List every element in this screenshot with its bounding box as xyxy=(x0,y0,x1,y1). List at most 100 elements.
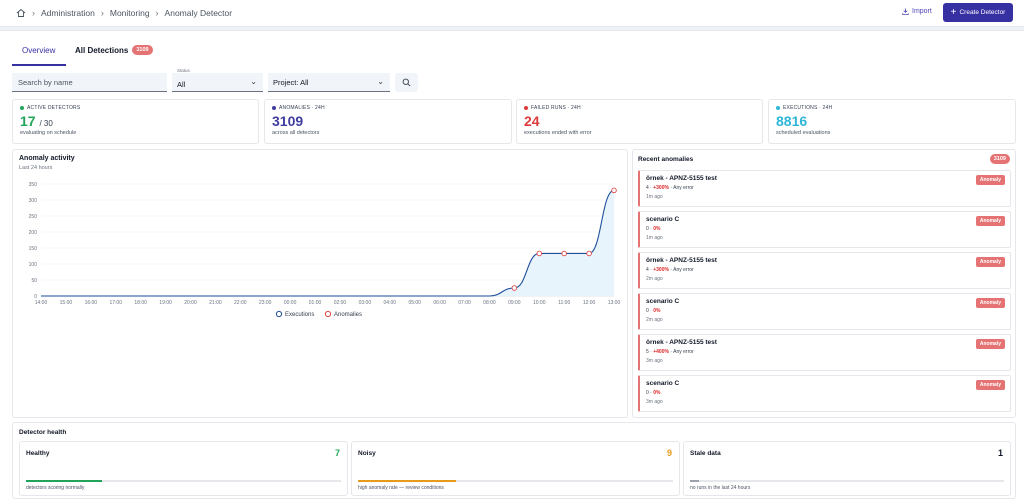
y-tick-label: 150 xyxy=(29,246,38,252)
anomaly-tag: Anomaly xyxy=(975,257,1005,267)
detector-health-title: Detector health xyxy=(19,429,67,436)
x-tick-label: 02:00 xyxy=(334,300,347,306)
health-card-sub: no runs in the last 24 hours xyxy=(690,485,751,491)
health-progress-track xyxy=(690,480,1004,482)
list-item[interactable]: örnek - APNZ-5155 test 4 · +300% · Any e… xyxy=(638,170,1011,207)
x-tick-label: 22:00 xyxy=(234,300,247,306)
health-progress-track xyxy=(358,480,673,482)
health-card-noisy[interactable]: Noisy 9 high anomaly rate — review condi… xyxy=(351,441,680,496)
anomaly-title: örnek - APNZ-5155 test xyxy=(646,175,717,182)
chevron-right-icon: › xyxy=(155,8,159,18)
x-tick-label: 21:00 xyxy=(209,300,222,306)
health-card-name: Healthy xyxy=(26,450,50,457)
stat-sub: scheduled evaluations xyxy=(776,130,831,136)
anomaly-rest: · Any error xyxy=(670,349,694,355)
x-tick-label: 23:00 xyxy=(259,300,272,306)
status-dot xyxy=(20,106,24,110)
tab-all-detections-label: All Detections xyxy=(75,45,129,55)
active-tab-indicator xyxy=(12,64,66,66)
search-input[interactable]: Search by name xyxy=(12,73,167,92)
create-detector-label: Create Detector xyxy=(959,9,1006,16)
anomaly-tag: Anomaly xyxy=(975,339,1005,349)
series-line-executions xyxy=(41,189,615,297)
status-dot xyxy=(776,106,780,110)
stat-label-wrap: ANOMALIES · 24H xyxy=(272,105,504,111)
health-progress-fill xyxy=(358,480,456,482)
y-tick-label: 300 xyxy=(29,198,38,204)
x-tick-label: 16:00 xyxy=(85,300,98,306)
stat-label: EXECUTIONS · 24H xyxy=(783,105,833,111)
x-tick-label: 00:00 xyxy=(284,300,297,306)
list-item[interactable]: scenario C 0 · 0% 2m ago Anomaly xyxy=(638,293,1011,330)
anomaly-pct: +400% xyxy=(653,349,669,355)
y-tick-label: 250 xyxy=(29,214,38,220)
chevron-down-icon: ⌄ xyxy=(377,77,384,86)
health-card-value: 1 xyxy=(997,448,1003,458)
anomaly-pct: +300% xyxy=(653,185,669,191)
anomaly-point xyxy=(586,250,592,257)
anomaly-rest: · Any error xyxy=(670,185,694,191)
x-tick-label: 19:00 xyxy=(159,300,172,306)
anomaly-title: scenario C xyxy=(646,380,680,387)
status-filter-label: Status xyxy=(177,68,190,73)
list-item[interactable]: örnek - APNZ-5155 test 4 · +300% · Any e… xyxy=(638,252,1011,289)
tab-overview[interactable]: Overview xyxy=(22,46,56,55)
project-select[interactable]: Project: All ⌄ xyxy=(268,73,390,92)
x-tick-label: 17:00 xyxy=(109,300,122,306)
anomaly-activity-chart[interactable]: 0 50 100 150 200 250 300 350 14:00 15:00 16:00 17:0… xyxy=(13,150,629,419)
stat-sub: executions ended with error xyxy=(524,130,592,136)
x-tick-label: 14:00 xyxy=(35,300,48,306)
list-item[interactable]: scenario C 0 · 0% 3m ago Anomaly xyxy=(638,375,1011,412)
x-tick-label: 13:00 xyxy=(608,300,621,306)
status-select-value: All xyxy=(177,80,186,89)
anomaly-detail: 0 · 0% xyxy=(646,226,1004,232)
anomaly-tag: Anomaly xyxy=(975,298,1005,308)
list-item[interactable]: scenario C 0 · 0% 1m ago Anomaly xyxy=(638,211,1011,248)
anomaly-detail: 4 · +300% · Any error xyxy=(646,267,1004,273)
tab-all-detections[interactable]: All Detections 3109 xyxy=(75,45,153,55)
anomaly-base: 0 · xyxy=(646,308,652,314)
anomaly-time: 3m ago xyxy=(646,399,663,405)
status-select[interactable]: All ⌄ xyxy=(172,73,263,92)
chevron-right-icon: › xyxy=(32,8,35,18)
x-tick-label: 07:00 xyxy=(458,300,471,306)
chart-title: Anomaly activity xyxy=(19,155,75,162)
anomaly-activity-panel: Anomaly activity Last 24 hours 0 50 100 150… xyxy=(12,149,628,418)
y-tick-label: 0 xyxy=(34,294,37,300)
stat-label: FAILED RUNS · 24H xyxy=(531,105,581,111)
home-icon[interactable] xyxy=(16,8,26,18)
search-button[interactable] xyxy=(395,73,418,92)
health-progress-fill xyxy=(690,480,700,482)
x-tick-label: 03:00 xyxy=(359,300,372,306)
breadcrumb-item-administration[interactable]: Administration xyxy=(41,8,95,18)
anomaly-base: 5 · xyxy=(646,349,652,355)
x-tick-label: 09:00 xyxy=(508,300,521,306)
y-tick-label: 200 xyxy=(29,230,38,236)
anomaly-base: 0 · xyxy=(646,226,652,232)
health-card-healthy[interactable]: Healthy 7 detectors scoring normally xyxy=(19,441,348,496)
anomaly-time: 2m ago xyxy=(646,317,663,323)
anomaly-tag: Anomaly xyxy=(975,175,1005,185)
detector-health-panel: Detector health Healthy 7 detectors scor… xyxy=(12,422,1016,499)
anomaly-title: örnek - APNZ-5155 test xyxy=(646,339,717,346)
stat-value-wrap: 17 / 30 xyxy=(20,113,251,129)
chart-subtitle: Last 24 hours xyxy=(19,165,53,171)
stat-value: 3109 xyxy=(272,113,304,129)
recent-anomalies-count-badge: 3109 xyxy=(989,154,1010,164)
stat-label-wrap: ACTIVE DETECTORS xyxy=(20,105,251,111)
anomaly-title: örnek - APNZ-5155 test xyxy=(646,257,717,264)
list-item[interactable]: örnek - APNZ-5155 test 5 · +400% · Any e… xyxy=(638,334,1011,371)
create-detector-button[interactable]: + Create Detector xyxy=(943,3,1013,22)
health-card-name: Noisy xyxy=(358,450,376,457)
x-tick-label: 15:00 xyxy=(60,300,73,306)
anomaly-detail: 0 · 0% xyxy=(646,390,1004,396)
x-tick-label: 10:00 xyxy=(533,300,546,306)
anomaly-pct: +300% xyxy=(653,267,669,273)
breadcrumb-item-monitoring[interactable]: Monitoring xyxy=(109,8,150,18)
anomaly-pct: 0% xyxy=(653,226,661,232)
import-button[interactable]: Import xyxy=(902,8,932,15)
x-tick-label: 11:00 xyxy=(558,300,570,306)
x-tick-label: 05:00 xyxy=(408,300,421,306)
health-card-stale-data[interactable]: Stale data 1 no runs in the last 24 hour… xyxy=(683,441,1011,496)
stat-value: 8816 xyxy=(776,113,808,129)
